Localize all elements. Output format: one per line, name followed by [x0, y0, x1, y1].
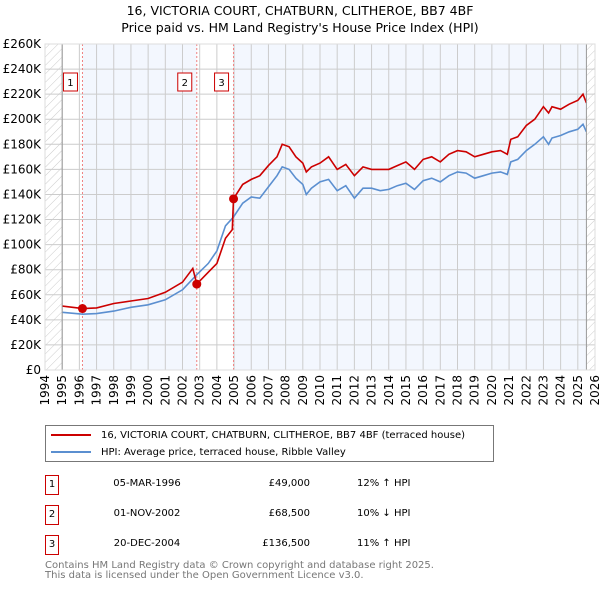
x-tick-label: 2016: [416, 375, 430, 406]
footer-licence: This data is licensed under the Open Gov…: [45, 570, 364, 581]
chart-title: 16, VICTORIA COURT, CHATBURN, CLITHEROE,…: [0, 2, 600, 36]
no-data-hatch: [586, 44, 595, 370]
hpi-line: [62, 122, 588, 316]
transaction-hpi-diff: 11% ↑ HPI: [357, 538, 411, 549]
x-tick-label: 2019: [468, 375, 482, 406]
x-tick-label: 2003: [193, 375, 207, 406]
y-tick-label: £60K: [10, 288, 42, 302]
sale-point: [77, 304, 87, 314]
transaction-price: £49,000: [268, 478, 310, 489]
y-tick-label: £180K: [3, 137, 43, 151]
x-tick-label: 1998: [107, 375, 121, 406]
subtitle-line: Price paid vs. HM Land Registry's House …: [121, 20, 479, 35]
legend-label: HPI: Average price, terraced house, Ribb…: [101, 446, 346, 458]
x-tick-label: 1994: [38, 375, 52, 406]
y-tick-label: £80K: [10, 263, 42, 277]
x-tick-label: 2000: [141, 375, 155, 406]
sale-label-box: [214, 72, 230, 92]
sale-label-box: [62, 72, 78, 92]
legend-item-property: 16, VICTORIA COURT, CHATBURN, CLITHEROE,…: [46, 427, 465, 443]
x-tick-label: 2023: [536, 375, 550, 406]
plot-border: [44, 43, 596, 371]
y-tick-label: £100K: [3, 238, 43, 252]
x-tick-label: 2009: [296, 375, 310, 406]
ownership-shade: [82, 44, 197, 370]
x-tick-label: 1995: [55, 375, 69, 406]
transaction-marker: 3: [45, 535, 59, 555]
x-tick-label: 2011: [330, 375, 344, 406]
x-tick-label: 1997: [90, 375, 104, 406]
transaction-date: 20-DEC-2004: [113, 538, 181, 549]
x-tick-label: 2020: [485, 375, 499, 406]
x-tick-label: 2006: [244, 375, 258, 406]
y-tick-label: £20K: [10, 338, 42, 352]
x-tick-label: 2002: [176, 375, 190, 406]
ownership-shade: [233, 44, 587, 370]
y-tick-label: £140K: [3, 187, 43, 201]
transaction-price: £136,500: [262, 538, 310, 549]
transaction-price: £68,500: [268, 508, 310, 519]
y-tick-label: £0: [26, 363, 41, 377]
x-tick-label: 2022: [519, 375, 533, 406]
y-tick-label: £220K: [3, 87, 43, 101]
y-tick-label: £160K: [3, 162, 43, 176]
legend-swatch-red: [51, 434, 91, 436]
x-tick-label: 2005: [227, 375, 241, 406]
footer: Contains HM Land Registry data © Crown c…: [45, 561, 434, 581]
x-tick-label: 2012: [347, 375, 361, 406]
y-tick-label: £120K: [3, 213, 43, 227]
y-tick-label: £40K: [10, 313, 42, 327]
x-tick-label: 1999: [124, 375, 138, 406]
no-data-hatch: [45, 44, 63, 370]
transaction-marker: 1: [45, 475, 59, 495]
y-tick-label: £260K: [3, 37, 43, 51]
transaction-hpi-diff: 12% ↑ HPI: [357, 478, 411, 489]
transaction-marker: 2: [45, 505, 59, 525]
y-tick-label: £240K: [3, 62, 43, 76]
x-tick-label: 2021: [502, 375, 516, 406]
x-tick-label: 2001: [158, 375, 172, 406]
transaction-hpi-diff: 10% ↓ HPI: [357, 508, 411, 519]
price-chart: 1 2 3 £0 £20K £40K £60K £80K £100K £120K £140K £160…: [3, 37, 600, 406]
x-tick-label: 2008: [279, 375, 293, 406]
x-tick-label: 2010: [313, 375, 327, 406]
sale-point: [192, 279, 202, 289]
legend-swatch-blue: [51, 451, 91, 453]
legend-item-hpi: HPI: Average price, terraced house, Ribb…: [46, 444, 346, 460]
legend-label: 16, VICTORIA COURT, CHATBURN, CLITHEROE,…: [101, 429, 465, 441]
transaction-date: 05-MAR-1996: [113, 478, 181, 489]
x-tick-label: 2013: [365, 375, 379, 406]
title-line: 16, VICTORIA COURT, CHATBURN, CLITHEROE,…: [126, 3, 474, 18]
sale-label: 2: [182, 78, 188, 89]
x-tick-label: 2004: [210, 375, 224, 406]
x-tick-label: 2007: [261, 375, 275, 406]
sale-label-box: [177, 72, 193, 92]
x-tick-label: 2017: [433, 375, 447, 406]
y-tick-label: £200K: [3, 112, 43, 126]
property-price-line: [62, 92, 588, 310]
sale-label: 1: [67, 78, 73, 89]
x-tick-label: 2024: [554, 375, 568, 406]
legend: 16, VICTORIA COURT, CHATBURN, CLITHEROE,…: [45, 425, 494, 462]
sale-label: 3: [218, 78, 224, 89]
x-tick-label: 2014: [382, 375, 396, 406]
x-tick-label: 2018: [451, 375, 465, 406]
sale-point: [229, 194, 239, 204]
transaction-date: 01-NOV-2002: [113, 508, 181, 519]
x-tick-label: 2025: [571, 375, 585, 406]
x-tick-label: 2015: [399, 375, 413, 406]
footer-copyright: Contains HM Land Registry data © Crown c…: [45, 560, 434, 571]
x-tick-label: 1996: [72, 375, 86, 406]
x-tick-label: 2026: [588, 375, 600, 406]
